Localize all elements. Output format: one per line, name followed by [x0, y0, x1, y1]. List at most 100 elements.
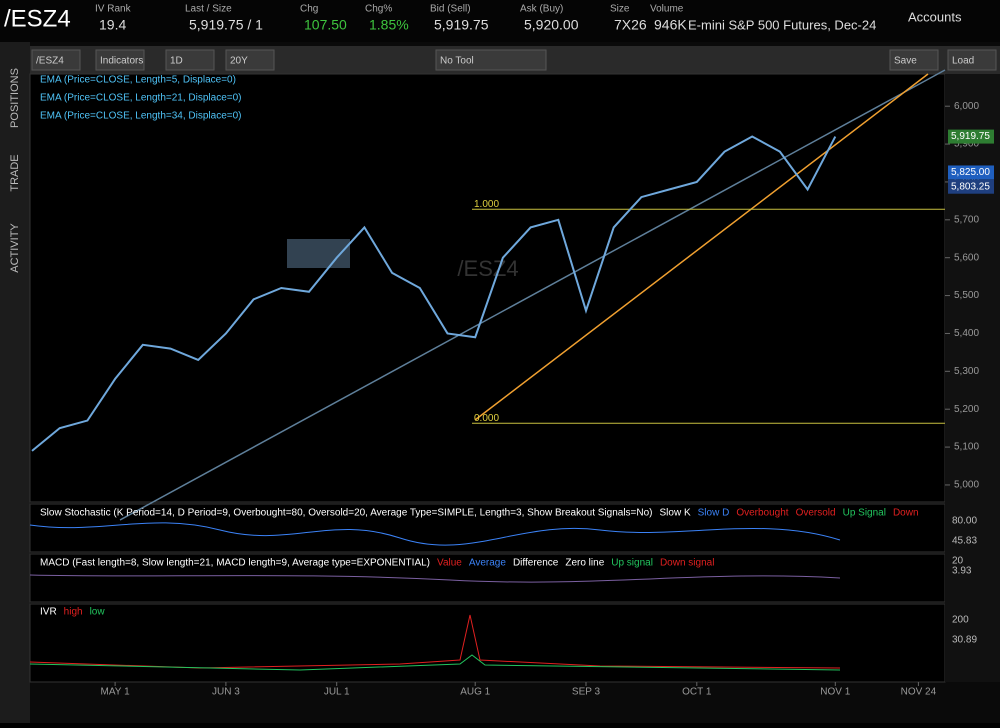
sidebar-tab[interactable]: ACTIVITY	[9, 223, 21, 273]
panel-legend: Down	[893, 508, 919, 519]
panel-legend: Value	[437, 558, 462, 569]
x-tick-label: SEP 3	[572, 687, 601, 698]
watermark: /ESZ4	[457, 256, 518, 281]
field-value: 7X26	[614, 17, 647, 33]
sidebar-tab[interactable]: POSITIONS	[9, 68, 21, 128]
price-tag	[948, 165, 994, 180]
panel-legend: Down signal	[660, 558, 714, 569]
price-tag-label: 5,803.25	[951, 181, 990, 192]
header-bar	[0, 0, 1000, 42]
field-value: 5,920.00	[524, 17, 579, 33]
x-tick-label: AUG 1	[460, 687, 490, 698]
accounts[interactable]: Accounts	[908, 9, 962, 24]
field-label: Last / Size	[185, 4, 232, 15]
toolbar-button[interactable]	[225, 49, 275, 71]
y-tick-label: 5,500	[954, 290, 979, 301]
field-label: Ask (Buy)	[520, 4, 563, 15]
y-tick-label: 5,900	[954, 139, 979, 150]
field-label: Volume	[650, 4, 684, 15]
description: E-mini S&P 500 Futures, Dec-24	[688, 17, 876, 32]
field-label: Chg%	[365, 4, 392, 15]
study-label: EMA (Price=CLOSE, Length=34, Displace=0)	[40, 111, 242, 122]
panel-legend: Average	[469, 558, 507, 569]
macd-panel	[29, 553, 946, 603]
field-value: 5,919.75 / 1	[189, 17, 263, 33]
price-line	[31, 135, 837, 452]
panel-legend: Up signal	[611, 558, 653, 569]
toolbar-button[interactable]	[435, 49, 547, 71]
toolbar-text: Save	[894, 56, 917, 67]
panel-legend: Slow D	[698, 508, 730, 519]
panel-legend: low	[90, 607, 106, 618]
x-tick-label: OCT 1	[682, 687, 712, 698]
ivr-high	[29, 614, 841, 669]
x-tick-label: NOV 24	[901, 687, 937, 698]
sidebar-tab[interactable]: TRADE	[9, 154, 21, 191]
panel-legend: Difference	[513, 558, 559, 569]
y-tick-label: 5,200	[954, 404, 979, 415]
panel-axis-label: 45.83	[952, 536, 977, 547]
sidebar	[0, 42, 30, 723]
y-tick-label: 5,400	[954, 328, 979, 339]
panel-legend: high	[64, 607, 83, 618]
panel-legend: Slow K	[660, 508, 691, 519]
field-value: 5,919.75	[434, 17, 489, 33]
ivr-panel	[29, 603, 946, 683]
field-value: 107.50	[304, 17, 347, 33]
toolbar-text: No Tool	[440, 56, 474, 67]
toolbar-button[interactable]	[31, 49, 81, 71]
toolbar-button[interactable]	[165, 49, 215, 71]
x-tick-label: NOV 1	[820, 687, 850, 698]
field-label: IV Rank	[95, 4, 132, 15]
y-tick-label: 5,700	[954, 214, 979, 225]
study-label: EMA (Price=CLOSE, Length=21, Displace=0)	[40, 93, 242, 104]
value-axis	[945, 74, 1000, 682]
toolbar-text: 20Y	[230, 56, 248, 67]
price-tag	[948, 129, 994, 144]
y-tick-label: 6,000	[954, 101, 979, 112]
price-tag-label: 5,825.00	[951, 167, 990, 178]
toolbar-text: /ESZ4	[36, 56, 64, 67]
field-label: Size	[610, 4, 630, 15]
symbol: /ESZ4	[4, 5, 71, 32]
x-tick-label: JUN 3	[212, 687, 240, 698]
y-tick-label: 5,600	[954, 252, 979, 263]
macd-line	[29, 574, 841, 583]
panel-legend: Slow Stochastic (K Period=14, D Period=9…	[40, 508, 653, 519]
panel-legend: Oversold	[796, 508, 836, 519]
panel-legend: Overbought	[736, 508, 788, 519]
price-tag	[948, 179, 994, 194]
toolbar-text: Indicators	[100, 56, 143, 67]
field-label: Bid (Sell)	[430, 4, 471, 15]
x-tick-label: MAY 1	[101, 687, 131, 698]
price-tag-label: 5,919.75	[951, 131, 990, 142]
y-tick-label: 5,000	[954, 480, 979, 491]
panel-axis-label: 3.93	[952, 566, 972, 577]
toolbar-button[interactable]	[95, 49, 145, 71]
fib-label: 1.000	[474, 199, 499, 210]
toolbar-text: 1D	[170, 56, 183, 67]
trendline	[119, 69, 946, 521]
toolbar-button[interactable]	[947, 49, 997, 71]
panel-legend: MACD (Fast length=8, Slow length=21, MAC…	[40, 558, 430, 569]
panel-legend: IVR	[40, 607, 57, 618]
fib-label: 0.000	[474, 413, 499, 424]
panel-axis-label: 80.00	[952, 516, 977, 527]
field-value: 946K	[654, 17, 687, 33]
field-label: Chg	[300, 4, 318, 15]
panel-legend: Zero line	[565, 558, 604, 569]
toolbar-button[interactable]	[889, 49, 939, 71]
ivr-low	[29, 654, 841, 671]
field-value: 1.85%	[369, 17, 409, 33]
panel-legend: Up Signal	[843, 508, 886, 519]
study-label: EMA (Price=CLOSE, Length=5, Displace=0)	[40, 75, 236, 86]
toolbar-text: Load	[952, 56, 974, 67]
y-tick-label: 5,100	[954, 442, 979, 453]
stochastic-line	[29, 522, 841, 546]
panel-axis-label: 30.89	[952, 635, 977, 646]
x-tick-label: JUL 1	[324, 687, 350, 698]
trendline	[474, 73, 929, 421]
panel-axis-label: 20	[952, 556, 964, 567]
